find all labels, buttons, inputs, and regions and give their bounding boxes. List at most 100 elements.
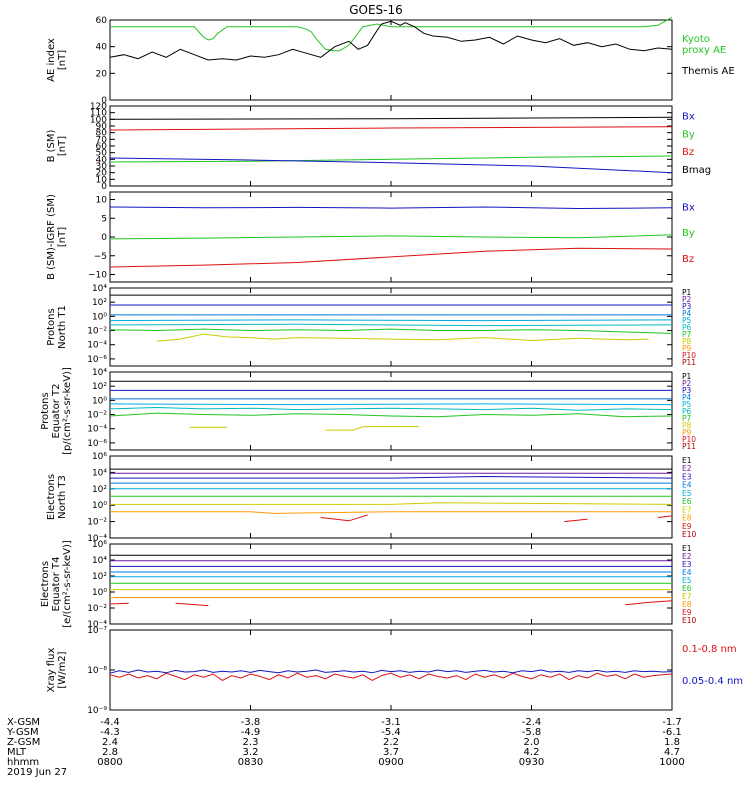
y-axis-label: ProtonsNorth T1 [46,305,68,349]
panel-frame [109,371,673,451]
legend-entry: P5 [682,400,692,409]
series-p7 [109,328,673,334]
y-axis-label: AE index[nT] [46,38,68,82]
series-by [109,155,673,163]
y-tick-label: 10⁻² [87,604,107,614]
legend-entry-line: P8 [682,337,692,346]
legend-entry-line: P1 [682,372,692,381]
y-tick-label: 10⁻⁶ [87,355,107,365]
y-tick-label: 10⁻⁹ [87,706,107,716]
legend-entry: P5 [682,316,692,325]
y-tick-label: 10⁻⁴ [87,620,107,630]
y-axis-label-line: Protons [40,392,51,429]
legend-entry: 0.05-0.4 nm [682,676,743,687]
legend-entry-line: P2 [682,295,692,304]
legend-entry: P8 [682,337,692,346]
y-tick-label: 40 [96,155,108,165]
x-axis-row-value: 0800 [97,757,122,768]
y-tick-label: 10⁻⁸ [87,666,107,676]
y-tick-label: 10⁻² [87,411,107,421]
y-axis-label-line: [W/m2] [57,651,68,688]
x-axis-row-value: 2.2 [383,737,399,748]
series-bx [109,206,673,210]
x-axis-row-value: 0900 [378,757,403,768]
legend-entry: E4 [682,481,692,490]
legend-entry-line: P11 [682,358,696,367]
y-axis-label-line: Equator T4 [51,557,62,612]
legend-entry: By [682,129,695,140]
legend-entry-line: P7 [682,330,692,339]
legend-entry: E4 [682,568,692,577]
y-axis-label-line: North T1 [57,305,68,349]
x-axis-row-value: -2.4 [522,717,542,728]
legend-entry: P10 [682,351,696,360]
legend-entry-line: E2 [682,464,692,473]
legend-entry: E2 [682,464,692,473]
legend-entry: Bz [682,254,694,265]
legend-entry: P8 [682,421,692,430]
legend-entry: P4 [682,393,692,402]
legend-entry-line: E4 [682,568,692,577]
y-tick-label: 70 [96,135,108,145]
x-axis-row-value: -4.4 [100,717,120,728]
legend-entry-line: E5 [682,576,692,585]
y-axis-label-line: Xray flux [46,648,57,693]
y-tick-label: 10⁴ [92,556,107,566]
x-axis-row-value: -3.1 [381,717,401,728]
legend-entry-line: E7 [682,505,692,514]
y-tick-label: 5 [101,214,107,224]
y-axis-label-line: [e/(cm²-s-sr-keV)] [62,540,73,628]
x-axis-row-value: 0830 [238,757,263,768]
y-tick-label: 0 [101,233,107,243]
legend-entry: E9 [682,608,692,617]
y-tick-label: 10⁻⁷ [87,626,107,636]
y-axis-label-line: [p/(cm²-s-sr-keV)] [62,367,73,455]
legend-entry: 0.1-0.8 nm [682,644,737,655]
legend-entry: Bx [682,202,695,213]
y-axis-label-line: Protons [46,308,57,345]
legend-entry-line: E2 [682,552,692,561]
x-axis-row-value: -6.1 [662,727,682,738]
y-tick-label: 10⁴ [92,368,107,378]
y-axis-label-line: [nT] [57,227,68,247]
panel-frame [109,543,673,625]
legend-entry: E8 [682,514,692,523]
y-axis-label-line: [nT] [57,50,68,70]
series-bz [109,247,673,268]
y-tick-label: 10⁻⁶ [87,439,107,449]
series-bmag [109,116,673,120]
x-axis-row-value: -4.9 [241,727,261,738]
series-e8 [110,511,672,514]
legend-entry-line: P6 [682,407,692,416]
panel-4: 10⁻⁶ 10⁻⁴ 10⁻² 10⁰ 10² 10⁴ ProtonsNorth T1 P1P2… [46,284,696,367]
legend-entry: E3 [682,472,692,481]
x-axis-row-value: -4.3 [100,727,120,738]
y-axis-label-line: B (SM) [46,129,57,162]
series-e7 [110,502,673,505]
y-tick-label: 10⁻² [87,327,107,337]
legend-entry-line: P4 [682,309,692,318]
legend-entry-line: P6 [682,323,692,332]
x-axis-row-value: 4.2 [524,747,540,758]
y-tick-label: 20 [96,69,108,79]
series-e3 [110,475,673,479]
legend-entry: P9 [682,428,692,437]
date-label: 2019 Jun 27 [7,767,67,778]
legend-entry-line: E10 [682,616,697,625]
legend-entry: By [682,228,695,239]
x-axis-row-value: 0930 [519,757,544,768]
legend-entry: P3 [682,302,692,311]
series-by [109,234,673,240]
legend-entry: E9 [682,522,692,531]
legend-entry-line: P1 [682,288,692,297]
y-tick-label: 10⁴ [92,468,107,478]
legend-entry-line: E6 [682,497,692,506]
x-axis-row-value: -1.7 [662,717,682,728]
y-tick-label: 10⁶ [92,540,107,550]
y-axis-label-line: Equator T2 [51,384,62,439]
legend-entry-line: 0.1-0.8 nm [682,644,737,655]
legend-entry-line: P9 [682,344,692,353]
